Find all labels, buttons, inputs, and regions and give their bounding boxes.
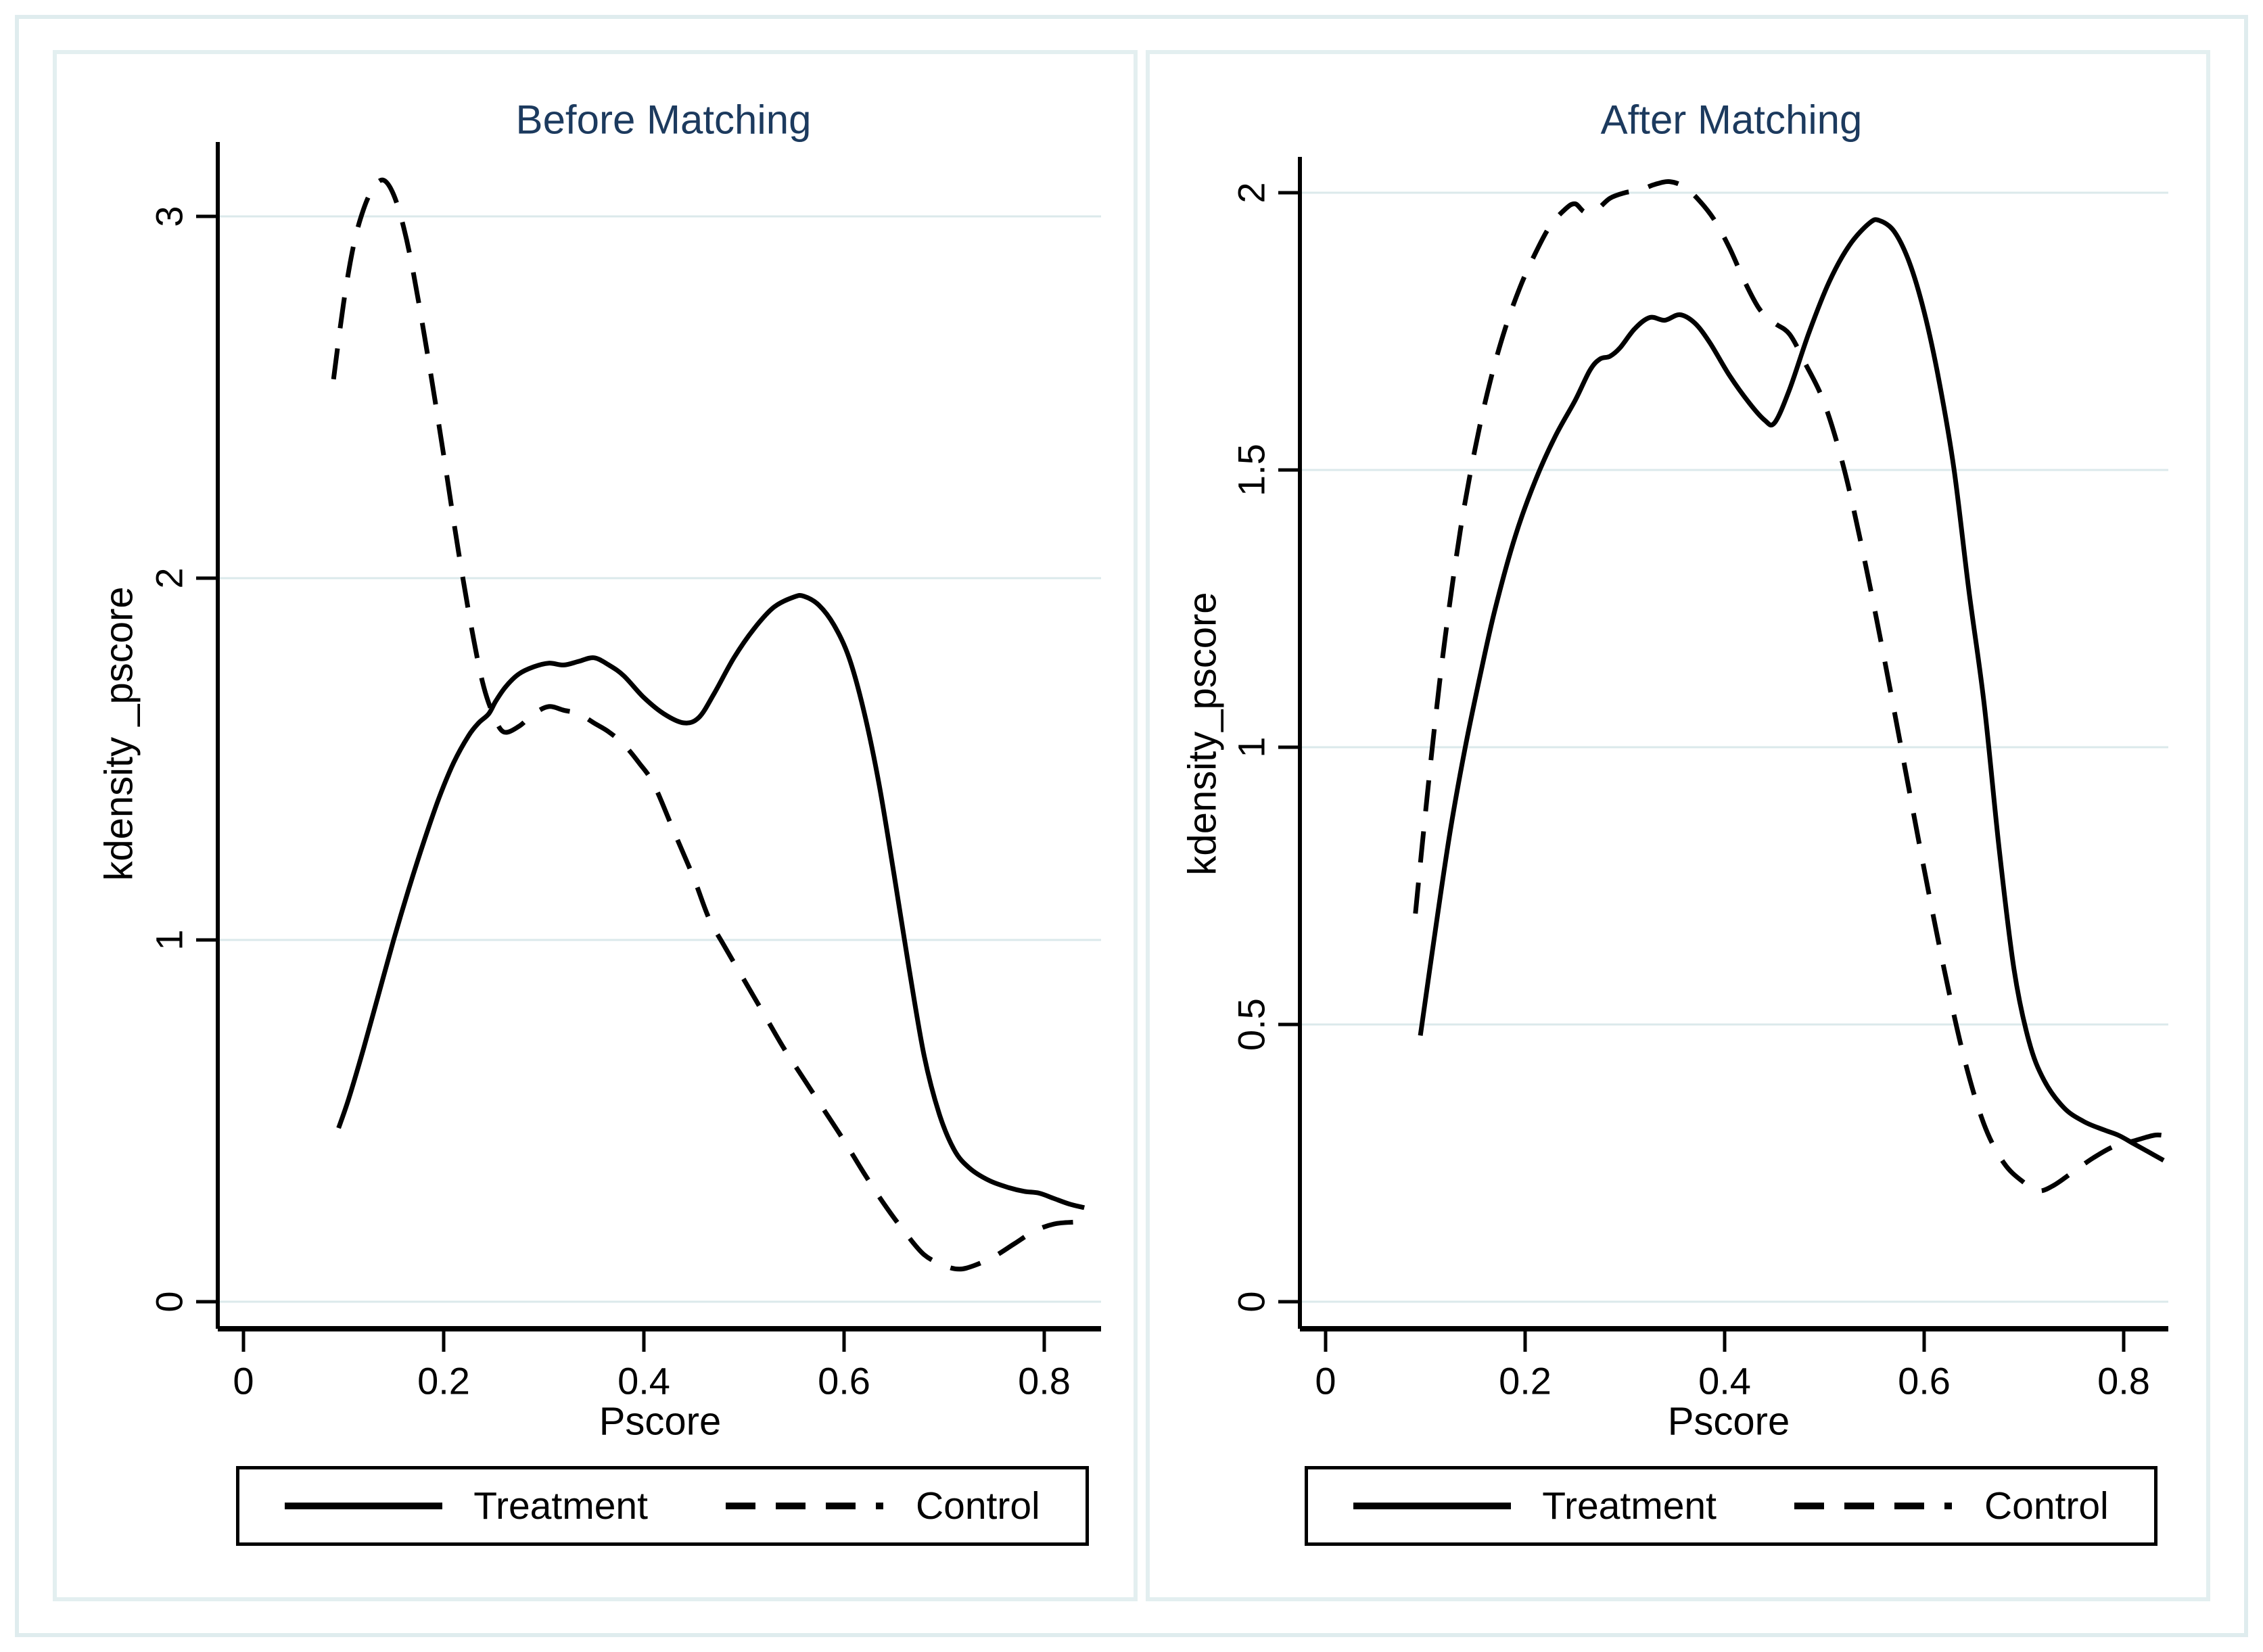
y-tick-label: 2 — [1230, 182, 1273, 203]
panel-title-before-matching: Before Matching — [515, 97, 812, 143]
panel-after-matching-frame — [1146, 50, 2210, 1601]
y-tick-label: 1.5 — [1230, 444, 1273, 496]
y-tick-label: 1 — [1230, 736, 1273, 757]
control-curve — [1413, 179, 2164, 1194]
x-axis-label-right: Pscore — [1667, 1399, 1790, 1444]
treatment-line-sample — [285, 1503, 443, 1509]
figure-outer-frame — [15, 15, 2248, 1637]
legend-control-label: Control — [1984, 1484, 2109, 1528]
x-tick-label: 0.6 — [818, 1360, 870, 1402]
x-tick-label: 0.2 — [417, 1360, 470, 1402]
x-tick-label: 0.8 — [2097, 1360, 2150, 1402]
control-curve — [331, 177, 1075, 1272]
y-tick-label: 0.5 — [1230, 998, 1273, 1051]
x-axis-label-left: Pscore — [599, 1399, 722, 1444]
y-axis-label-right: kdensity_pscore — [1180, 592, 1225, 876]
y-tick-label: 0 — [1230, 1291, 1273, 1312]
legend-treatment-label: Treatment — [1542, 1484, 1717, 1528]
y-tick-label: 0 — [148, 1291, 191, 1312]
y-tick-label: 3 — [148, 206, 191, 227]
legend-after-matching: Treatment Control — [1305, 1466, 2157, 1546]
x-tick-label: 0.4 — [617, 1360, 670, 1402]
panel-title-after-matching: After Matching — [1600, 97, 1863, 143]
y-axis-label-left: kdensity _pscore — [97, 586, 141, 881]
y-tick-label: 2 — [148, 567, 191, 588]
x-tick-label: 0.2 — [1499, 1360, 1552, 1402]
control-line-sample — [725, 1503, 883, 1509]
x-tick-label: 0.4 — [1698, 1360, 1751, 1402]
treatment-line-sample — [1353, 1503, 1512, 1509]
y-tick-label: 1 — [148, 929, 191, 950]
x-tick-label: 0.8 — [1018, 1360, 1071, 1402]
x-tick-label: 0 — [233, 1360, 254, 1402]
treatment-curve — [336, 592, 1086, 1210]
panel-before-matching-frame — [53, 50, 1138, 1601]
x-tick-label: 0 — [1315, 1360, 1336, 1402]
x-tick-label: 0.6 — [1898, 1360, 1951, 1402]
legend-control-label: Control — [915, 1484, 1040, 1528]
legend-before-matching: Treatment Control — [236, 1466, 1089, 1546]
treatment-curve — [1418, 217, 2165, 1162]
legend-treatment-label: Treatment — [473, 1484, 648, 1528]
control-line-sample — [1794, 1503, 1952, 1509]
